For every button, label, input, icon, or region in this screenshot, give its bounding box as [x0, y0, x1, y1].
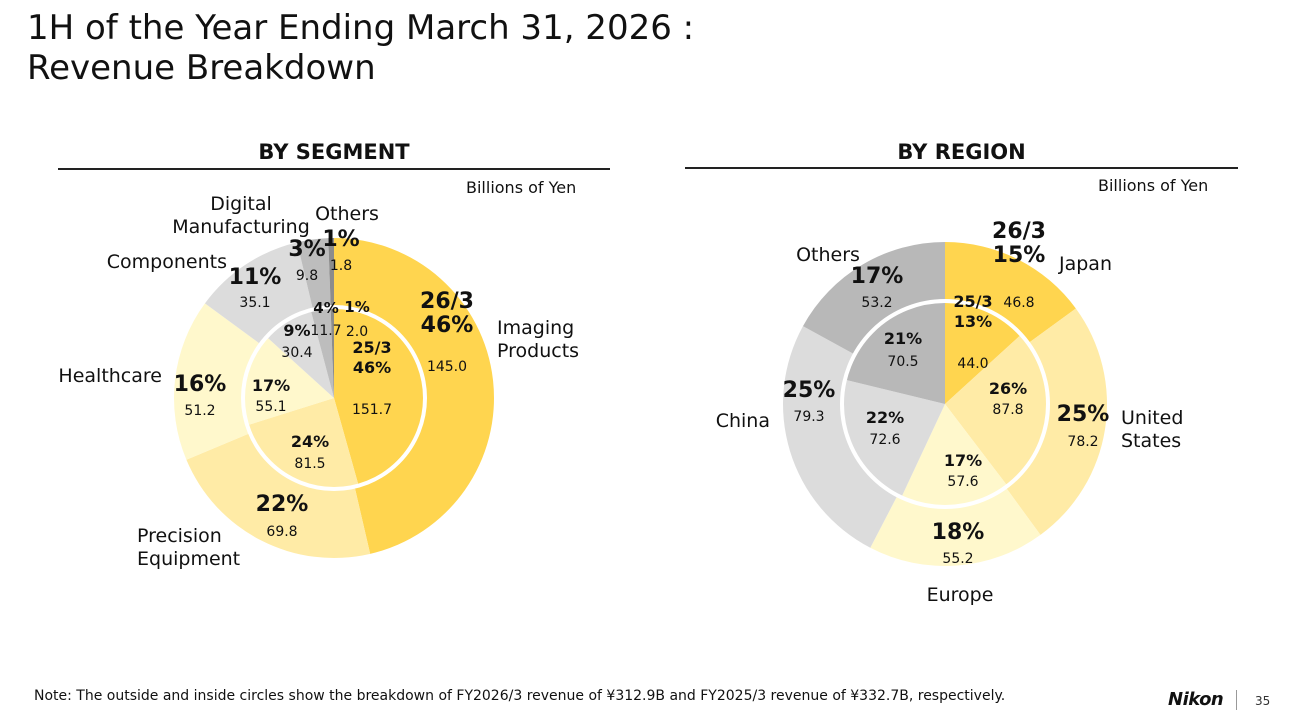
outer-slice-united-states	[1005, 308, 1107, 535]
category-label-digital-manufacturing: Manufacturing	[172, 216, 310, 238]
inner-value-label-components: 30.4	[281, 345, 312, 361]
inner-pct-label-europe: 17%	[944, 451, 982, 470]
outer-pct-label-imaging-products: 46%	[421, 313, 474, 338]
category-label-united-states: United	[1121, 407, 1183, 429]
category-label-others: Others	[796, 244, 860, 266]
outer-pct-label-healthcare: 16%	[174, 372, 227, 397]
inner-slice-china	[842, 379, 945, 498]
outer-year-label-japan: 26/3	[992, 219, 1046, 244]
inner-value-label-precision-equipment: 81.5	[294, 456, 325, 472]
category-label-components: Components	[107, 251, 227, 273]
outer-value-label-digital-manufacturing: 9.8	[296, 268, 318, 284]
inner-value-label-digital-manufacturing: 11.7	[310, 323, 341, 339]
category-label-europe: Europe	[927, 584, 994, 606]
inner-slice-others	[844, 301, 945, 404]
inner-value-label-united-states: 87.8	[992, 402, 1023, 418]
outer-slice-healthcare	[174, 303, 261, 460]
inner-slice-digital-manufacturing	[310, 307, 334, 398]
outer-pct-label-europe: 18%	[932, 520, 985, 545]
outer-pct-label-digital-manufacturing: 3%	[288, 237, 325, 262]
inner-ring-separator	[840, 299, 1050, 509]
inner-value-label-china: 72.6	[869, 432, 900, 448]
outer-slice-digital-manufacturing	[297, 238, 331, 310]
inner-ring-separator	[241, 305, 427, 491]
segment-units: Billions of Yen	[466, 178, 577, 197]
outer-slice-imaging-products	[334, 238, 494, 554]
inner-value-label-others: 2.0	[346, 324, 368, 340]
inner-pct-label-precision-equipment: 24%	[291, 432, 329, 451]
outer-value-label-united-states: 78.2	[1067, 434, 1098, 450]
category-label-others: Others	[315, 203, 379, 225]
outer-slice-china	[782, 326, 898, 548]
category-label-china: China	[716, 410, 770, 432]
inner-slice-components	[266, 310, 334, 398]
logo-divider	[1236, 690, 1237, 710]
category-label-united-states: States	[1121, 430, 1181, 452]
outer-pct-label-japan: 15%	[993, 243, 1046, 268]
outer-pct-label-china: 25%	[783, 378, 836, 403]
outer-value-label-precision-equipment: 69.8	[266, 524, 297, 540]
inner-pct-label-imaging-products: 46%	[353, 358, 391, 377]
inner-slice-europe	[901, 404, 1008, 507]
outer-pct-label-others: 1%	[322, 227, 359, 252]
page-title-line2: Revenue Breakdown	[27, 48, 376, 88]
region-units: Billions of Yen	[1098, 176, 1209, 195]
inner-slice-imaging-products	[334, 307, 425, 486]
inner-slice-others	[330, 307, 334, 398]
inner-pct-label-others: 1%	[344, 298, 369, 316]
outer-value-label-others: 53.2	[861, 295, 892, 311]
category-label-japan: Japan	[1058, 253, 1112, 275]
inner-pct-label-united-states: 26%	[989, 379, 1027, 398]
page-title: 1H of the Year Ending March 31, 2026 : R…	[27, 8, 694, 88]
inner-value-label-imaging-products: 151.7	[352, 402, 392, 418]
outer-value-label-japan: 46.8	[1003, 295, 1034, 311]
inner-pct-label-healthcare: 17%	[252, 376, 290, 395]
outer-slice-europe	[870, 487, 1041, 566]
outer-value-label-imaging-products: 145.0	[427, 359, 467, 375]
page-number: 35	[1255, 694, 1271, 708]
inner-pct-label-digital-manufacturing: 4%	[313, 299, 338, 317]
category-label-imaging-products: Products	[497, 340, 579, 362]
category-label-digital-manufacturing: Digital	[210, 193, 272, 215]
outer-value-label-healthcare: 51.2	[184, 403, 215, 419]
outer-slice-japan	[945, 242, 1076, 344]
region-title-rule	[685, 167, 1238, 169]
inner-slice-united-states	[945, 334, 1049, 486]
inner-value-label-europe: 57.6	[947, 474, 978, 490]
footnote: Note: The outside and inside circles sho…	[34, 688, 1006, 704]
outer-pct-label-united-states: 25%	[1057, 402, 1110, 427]
inner-year-label-imaging-products: 25/3	[352, 338, 391, 357]
outer-pct-label-precision-equipment: 22%	[256, 492, 309, 517]
outer-slice-others	[802, 242, 945, 355]
segment-chart-title: BY SEGMENT	[258, 140, 410, 164]
outer-value-label-china: 79.3	[793, 409, 824, 425]
inner-pct-label-others: 21%	[884, 329, 922, 348]
nikon-logo: Nikon	[1168, 689, 1224, 710]
outer-year-label-imaging-products: 26/3	[420, 289, 474, 314]
segment-title-rule	[58, 168, 610, 170]
category-label-imaging-products: Imaging	[497, 317, 574, 339]
region-chart-title: BY REGION	[897, 140, 1026, 164]
outer-value-label-others: 1.8	[330, 258, 352, 274]
inner-slice-japan	[945, 301, 1022, 404]
outer-value-label-components: 35.1	[239, 295, 270, 311]
outer-slice-others	[328, 238, 334, 308]
inner-year-label-japan: 25/3	[953, 292, 992, 311]
inner-pct-label-japan: 13%	[954, 312, 992, 331]
inner-value-label-japan: 44.0	[957, 356, 988, 372]
outer-value-label-europe: 55.2	[942, 551, 973, 567]
inner-value-label-healthcare: 55.1	[255, 399, 286, 415]
outer-pct-label-others: 17%	[851, 264, 904, 289]
inner-pct-label-china: 22%	[866, 408, 904, 427]
inner-slice-healthcare	[243, 336, 334, 426]
inner-value-label-others: 70.5	[887, 354, 918, 370]
outer-slice-precision-equipment	[186, 433, 371, 559]
category-label-precision-equipment: Precision	[137, 525, 222, 547]
category-label-precision-equipment: Equipment	[137, 548, 240, 570]
outer-pct-label-components: 11%	[229, 265, 282, 290]
page-title-line1: 1H of the Year Ending March 31, 2026 :	[27, 8, 695, 48]
category-label-healthcare: Healthcare	[58, 365, 162, 387]
inner-pct-label-components: 9%	[283, 321, 310, 340]
